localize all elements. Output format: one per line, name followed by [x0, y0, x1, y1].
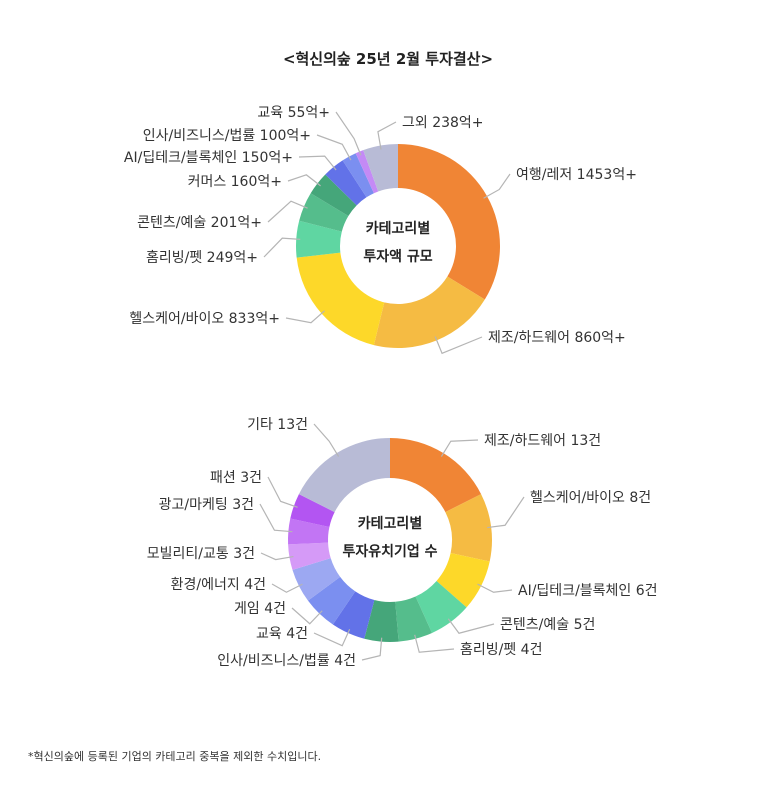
donut-slice: [288, 542, 331, 570]
slice-label: 교육 55억+: [257, 105, 330, 121]
slice-label: 홈리빙/펫 249억+: [146, 250, 258, 266]
leader-line: [447, 618, 495, 634]
slice-label: 교육 4건: [256, 626, 308, 642]
slice-label: 홈리빙/펫 4건: [460, 642, 542, 658]
leader-line: [316, 134, 352, 161]
donut-slice: [342, 153, 374, 198]
leader-line: [298, 155, 337, 171]
donut-center-label: 투자액 규모: [363, 248, 432, 265]
donut-slice: [436, 553, 490, 608]
donut-slice: [296, 252, 385, 346]
donut-slice: [298, 438, 390, 513]
donut-slice: [332, 591, 375, 639]
leader-line: [267, 200, 308, 223]
donut-slice: [363, 144, 398, 192]
donut-slice: [299, 193, 349, 232]
leader-line: [287, 174, 321, 187]
slice-label: 커머스 160억+: [188, 174, 282, 190]
donut-slice: [325, 160, 367, 206]
leader-line: [440, 439, 479, 457]
slice-label: 콘텐츠/예술 201억+: [137, 215, 262, 231]
leader-line: [260, 552, 294, 561]
donut-slice: [364, 599, 399, 643]
donut-slice: [398, 144, 501, 300]
slice-label: 제조/하드웨어 860억+: [488, 330, 626, 346]
donut-slice: [373, 276, 485, 348]
donut-slice: [355, 150, 379, 194]
leader-line: [313, 629, 351, 647]
slice-label: AI/딥테크/블록체인 150억+: [124, 150, 293, 166]
slice-label: 여행/레저 1453억+: [516, 167, 637, 183]
slice-label: 헬스케어/바이오 8건: [530, 490, 651, 506]
page-title: <혁신의숲 25년 2월 투자결산>: [282, 50, 494, 68]
slice-label: 제조/하드웨어 13건: [484, 433, 601, 449]
donut-slice: [310, 174, 357, 217]
slice-label: 인사/비즈니스/법률 4건: [217, 653, 356, 669]
leader-line: [361, 637, 383, 661]
donut-slice: [445, 494, 492, 562]
leader-line: [271, 583, 303, 593]
donut-slice: [395, 596, 433, 642]
leader-line: [291, 607, 323, 625]
donut-slice: [415, 580, 467, 633]
leader-line: [487, 496, 525, 529]
leader-line: [267, 476, 298, 508]
slice-label: 게임 4건: [234, 601, 286, 617]
leader-line: [335, 111, 362, 156]
slice-label: 모빌리티/교통 3건: [147, 546, 255, 562]
slice-label: 콘텐츠/예술 5건: [500, 617, 595, 633]
slice-label: 패션 3건: [210, 470, 262, 486]
donut-center-label: 카테고리별: [366, 220, 430, 237]
donut-center-label: 투자유치기업 수: [342, 544, 437, 560]
slice-label: 헬스케어/바이오 833억+: [129, 311, 280, 327]
slice-label: 기타 13건: [247, 417, 308, 433]
leader-line: [477, 583, 513, 593]
footnote: *혁신의숲에 등록된 기업의 카테고리 중복을 제외한 수치입니다.: [28, 750, 322, 763]
leader-line: [263, 237, 301, 258]
slice-label: 인사/비즈니스/법률 100억+: [143, 128, 311, 144]
leader-line: [483, 173, 511, 199]
leader-line: [313, 423, 340, 457]
donut-slice: [292, 558, 341, 601]
donut-charts: 여행/레저 1453억+ 제조/하드웨어 860억+ 헬스케어/바이오 833억+ 홈…: [124, 105, 658, 669]
donut-slice: [288, 518, 330, 545]
donut-slice: [296, 220, 342, 258]
leader-line: [377, 121, 397, 150]
slice-label: 환경/에너지 4건: [171, 577, 266, 593]
leader-line: [285, 310, 325, 324]
donut-center-label: 카테고리별: [358, 515, 422, 532]
leader-line: [414, 634, 455, 653]
slice-label: 광고/마케팅 3건: [159, 497, 254, 513]
slice-label: 그외 238억+: [402, 115, 484, 131]
leader-line: [259, 503, 293, 533]
leader-line: [434, 336, 483, 355]
slice-label: AI/딥테크/블록체인 6건: [518, 583, 658, 599]
donut-slice: [390, 438, 482, 513]
donut-slice: [290, 494, 335, 527]
